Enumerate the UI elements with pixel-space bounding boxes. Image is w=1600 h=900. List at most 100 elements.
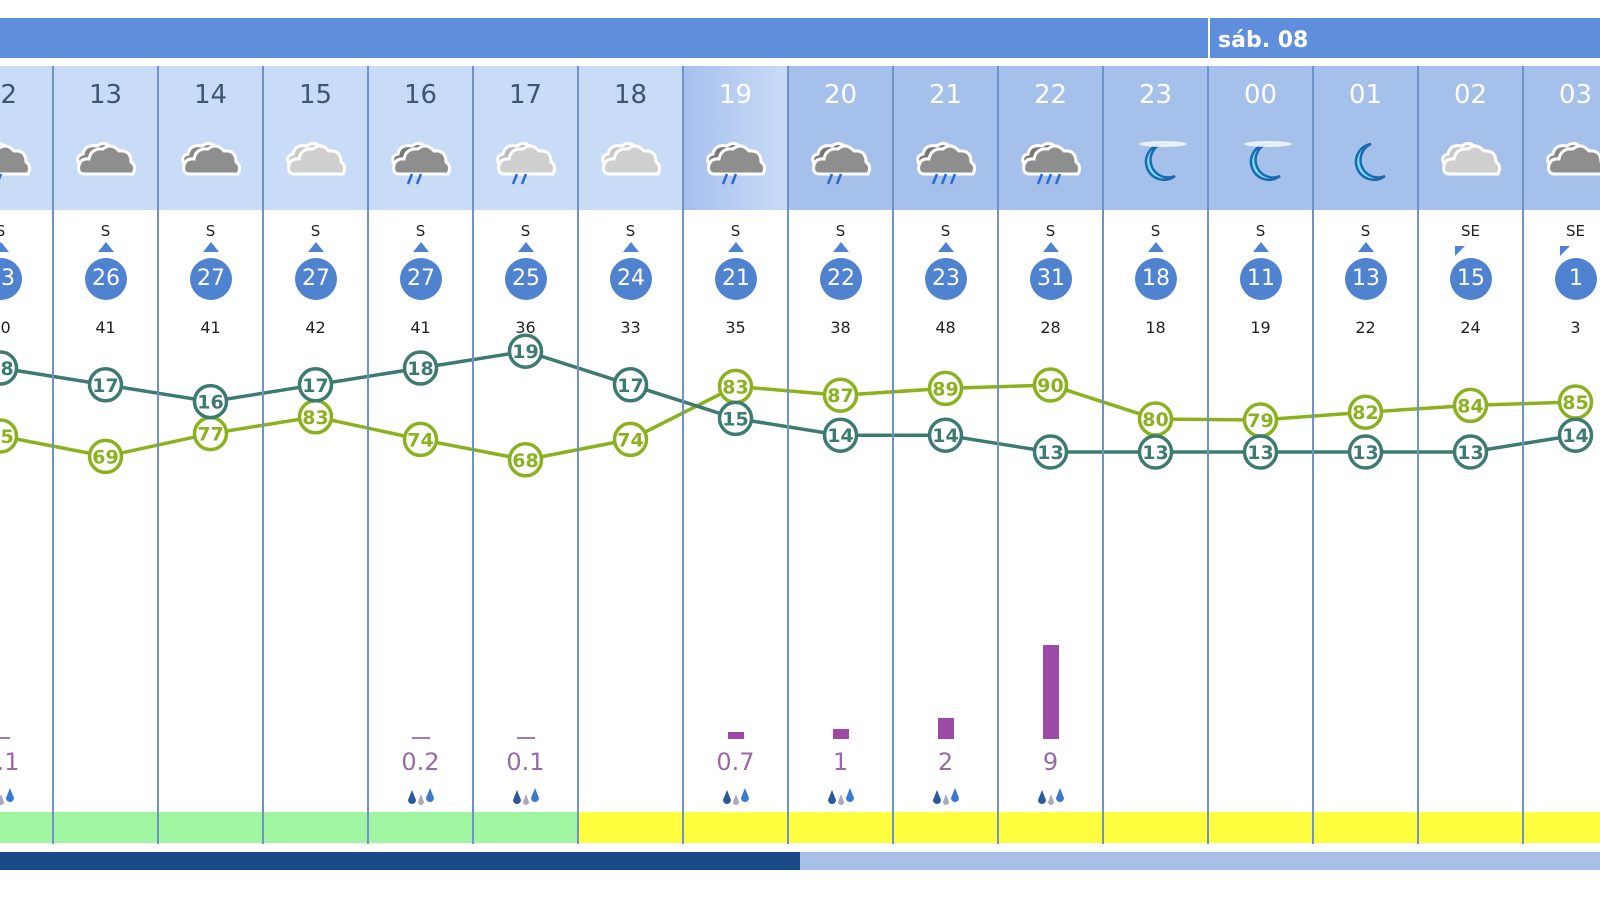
temperature-point: 13 (1452, 434, 1489, 470)
horizontal-scrollbar[interactable] (0, 852, 1600, 870)
alert-band-green (53, 812, 158, 843)
rain-drops-icon (0, 786, 16, 806)
hour-label: 18 (613, 80, 648, 110)
temperature-point: 13 (1347, 434, 1384, 470)
temperature-value: 14 (932, 425, 958, 447)
hour-header: 21 (893, 66, 998, 210)
precip-trace-mark (412, 737, 430, 739)
precip-amount: 9 (1042, 748, 1059, 776)
wind-arrow-icon (308, 242, 324, 252)
wind-arrow-icon (0, 242, 9, 252)
wind-gust: 19 (1250, 318, 1271, 337)
wind-speed-badge: 27 (295, 258, 337, 300)
column-divider (52, 66, 54, 844)
humidity-value: 89 (932, 378, 958, 400)
alert-band-yellow (788, 812, 893, 843)
hour-header: 00 (1208, 66, 1313, 210)
wind-gust: 28 (1040, 318, 1061, 337)
precip-amount: 2 (937, 748, 954, 776)
wind-arrow-icon (203, 242, 219, 252)
alert-band-yellow (1418, 812, 1523, 843)
wind-speed-badge: 21 (715, 258, 757, 300)
humidity-value: 69 (92, 446, 118, 468)
humidity-point: 83 (717, 368, 754, 405)
hour-column: 13 S 26 41 (53, 66, 158, 844)
precip-bar (938, 718, 954, 739)
hour-label: 21 (928, 80, 963, 110)
hour-header: 15 (263, 66, 368, 210)
wind-speed-badge: 31 (1030, 258, 1072, 300)
alert-band-green (473, 812, 578, 843)
temperature-value: 19 (512, 341, 538, 363)
humidity-point: 83 (297, 399, 334, 435)
hour-column: 00 S 11 19 (1208, 66, 1313, 844)
scrollbar-thumb[interactable] (0, 852, 800, 870)
temperature-point: 19 (507, 333, 544, 369)
precip-amount: 0.1 (0, 748, 20, 776)
hour-label: 20 (823, 80, 858, 110)
wind-direction: S (625, 222, 636, 240)
humidity-point: 74 (402, 421, 439, 458)
temperature-value: 13 (1142, 442, 1168, 464)
column-divider (1417, 66, 1419, 844)
humidity-point: 84 (1452, 387, 1489, 424)
humidity-value: 80 (1142, 409, 1168, 431)
wind-direction: S (940, 222, 951, 240)
hour-header: 18 (578, 66, 683, 210)
hour-label: 16 (403, 80, 438, 110)
temperature-value: 13 (1037, 442, 1063, 464)
wind-direction: S (730, 222, 741, 240)
humidity-point: 79 (1242, 402, 1279, 438)
temperature-point: 13 (1032, 434, 1069, 470)
wind-speed-badge: 22 (820, 258, 862, 300)
temperature-point: 17 (87, 367, 124, 403)
hour-label: 15 (298, 80, 333, 110)
temperature-point: 14 (822, 417, 859, 453)
hour-column: 17 S 25 36 0.1 (473, 66, 578, 844)
rain-cloud-icon (705, 134, 767, 186)
wind-direction: S (1360, 222, 1371, 240)
wind-gust: 41 (95, 318, 116, 337)
wind-direction: SE (1461, 222, 1480, 240)
wind-gust: 42 (305, 318, 326, 337)
humidity-point: 82 (1347, 394, 1384, 430)
precip-amount: 0.1 (506, 748, 545, 776)
hour-header: 02 (1418, 66, 1523, 210)
hour-label: 03 (1558, 80, 1593, 110)
wind-arrow-icon (1253, 242, 1269, 252)
wind-speed-badge: 11 (1240, 258, 1282, 300)
temperature-value: 13 (1247, 442, 1273, 464)
wind-arrow-icon (833, 242, 849, 252)
hour-header: 03 (1523, 66, 1600, 210)
rain-drops-icon (1036, 786, 1066, 806)
temperature-point: 14 (927, 417, 964, 453)
wind-speed-badge: 1 (1555, 258, 1597, 300)
rain-drops-icon (406, 786, 436, 806)
column-divider (787, 66, 789, 844)
hour-column: 16 S 27 41 0.2 (368, 66, 473, 844)
temperature-point: 13 (1242, 434, 1279, 470)
humidity-value: 83 (722, 376, 748, 398)
humidity-value: 85 (1562, 392, 1588, 414)
hour-column: 22 S 31 28 9 (998, 66, 1103, 844)
wind-speed-badge: 18 (1135, 258, 1177, 300)
wind-gust: 35 (725, 318, 746, 337)
light-rain-cloud-icon (495, 134, 557, 186)
hour-header: 20 (788, 66, 893, 210)
temperature-value: 17 (617, 375, 643, 397)
temperature-value: 17 (92, 375, 118, 397)
alert-band-yellow (578, 812, 683, 843)
hour-label: 02 (1453, 80, 1488, 110)
column-divider (1102, 66, 1104, 844)
precip-amount: 0.7 (716, 748, 755, 776)
alert-band-yellow (893, 812, 998, 843)
hour-header: 14 (158, 66, 263, 210)
wind-gust: 22 (1355, 318, 1376, 337)
rain-drops-icon (826, 786, 856, 806)
wind-direction: S (835, 222, 846, 240)
dark-clouds-icon (180, 134, 242, 186)
column-divider (892, 66, 894, 844)
wind-speed-badge: 13 (1345, 258, 1387, 300)
alert-band-green (0, 812, 53, 843)
